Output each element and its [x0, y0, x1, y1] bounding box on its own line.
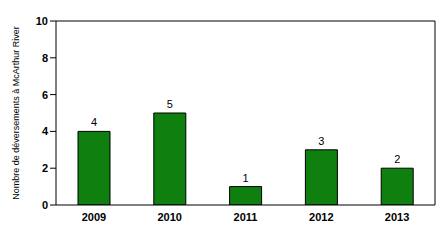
svg-text:2011: 2011 — [234, 211, 258, 223]
svg-text:1: 1 — [243, 172, 249, 184]
svg-text:0: 0 — [42, 199, 48, 211]
svg-text:2010: 2010 — [157, 211, 181, 223]
svg-text:5: 5 — [167, 98, 173, 110]
svg-text:4: 4 — [42, 125, 49, 137]
svg-text:2: 2 — [394, 153, 400, 165]
svg-text:2013: 2013 — [385, 211, 409, 223]
svg-text:2009: 2009 — [82, 211, 106, 223]
svg-text:4: 4 — [91, 116, 97, 128]
svg-text:8: 8 — [42, 52, 48, 64]
svg-text:3: 3 — [318, 135, 324, 147]
svg-text:2012: 2012 — [309, 211, 333, 223]
svg-text:6: 6 — [42, 89, 48, 101]
svg-text:10: 10 — [36, 15, 48, 27]
svg-text:Nombre de déversements à McArt: Nombre de déversements à McArthur River — [11, 26, 21, 200]
svg-text:2: 2 — [42, 162, 48, 174]
